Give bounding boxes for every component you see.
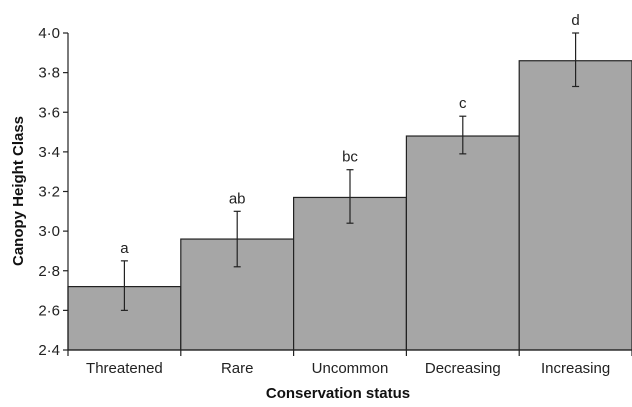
significance-letter: c [459,95,467,112]
x-tick-label: Rare [221,360,254,377]
y-tick-label: 2·4 [38,342,60,359]
x-tick-label: Decreasing [425,360,501,377]
significance-letter: ab [229,190,246,207]
y-axis-title: Canopy Height Class [10,116,27,266]
plot-area: a ab bc c d 2·4 2·6 2·8 3·0 3·2 3·4 3·6 3·8 4·0 Threat… [38,12,632,377]
y-tick-label: 3·8 [38,65,60,82]
bar-increasing [518,60,632,351]
significance-letter: d [571,12,579,29]
y-tick-label: 2·6 [38,302,60,319]
y-tick-label: 3·4 [38,144,60,161]
significance-letter: a [120,240,129,257]
x-tick-label: Increasing [541,360,610,377]
significance-letter: bc [342,149,358,166]
y-tick-label: 3·6 [38,104,60,121]
y-tick-label: 3·2 [38,184,60,201]
y-tick-label: 3·0 [38,223,60,240]
y-tick-label: 4·0 [38,25,60,42]
x-tick-label: Uncommon [312,360,389,377]
x-tick-label: Threatened [86,360,163,377]
y-tick-label: 2·8 [38,263,60,280]
x-axis-title: Conservation status [266,385,410,402]
bar-decreasing [405,135,520,351]
